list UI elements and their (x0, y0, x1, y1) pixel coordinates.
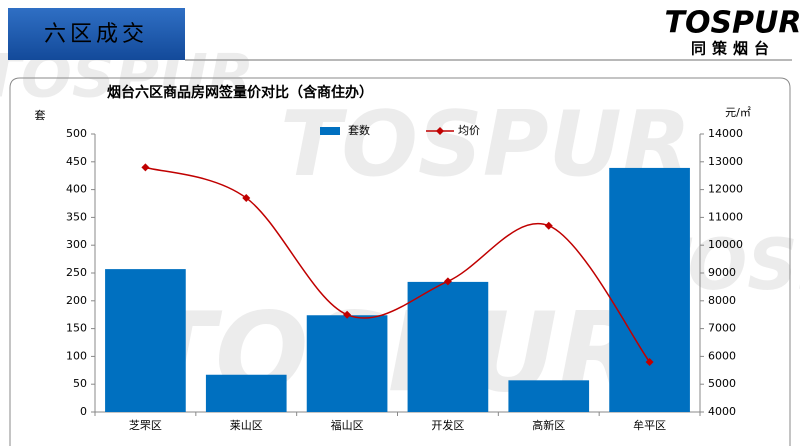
logo: TOSPUR (664, 6, 800, 41)
marker (141, 163, 150, 172)
y-tick-label: 50 (73, 377, 87, 390)
marker (343, 310, 352, 319)
bar (306, 315, 388, 412)
y-tick-label: 0 (80, 405, 87, 418)
legend-swatch (320, 127, 340, 135)
y-axis-label: 套 (35, 109, 46, 122)
x-tick-label: 福山区 (331, 418, 364, 432)
y-tick-label: 200 (66, 294, 87, 307)
y2-tick-label: 14000 (708, 127, 743, 140)
y-tick-label: 450 (66, 155, 87, 168)
y-tick-label: 150 (66, 322, 87, 335)
legend-label: 均价 (458, 124, 480, 137)
x-tick-label: 开发区 (431, 418, 464, 432)
y2-tick-label: 11000 (708, 210, 743, 223)
legend-marker (436, 127, 444, 135)
y-tick-label: 350 (66, 210, 87, 223)
marker (242, 193, 251, 202)
bar (205, 374, 287, 412)
y-tick-label: 100 (66, 349, 87, 362)
bar (609, 167, 690, 412)
chart-title: 烟台六区商品房网签量价对比（含商住办） (107, 84, 373, 101)
marker (544, 221, 553, 230)
logo-sub: 同策烟台 (691, 40, 775, 58)
header-title: 六区成交 (44, 22, 148, 47)
y2-tick-label: 10000 (708, 238, 743, 251)
y2-tick-label: 7000 (708, 322, 736, 335)
x-tick-label: 莱山区 (230, 419, 263, 432)
y2-tick-label: 13000 (708, 155, 743, 168)
y2-tick-label: 9000 (708, 266, 736, 279)
marker (443, 277, 452, 286)
bar (508, 380, 590, 412)
legend-label: 套数 (348, 124, 370, 137)
bar (407, 281, 489, 412)
y2-axis-label: 元/㎡ (725, 106, 751, 119)
y2-tick-label: 6000 (708, 349, 736, 362)
y-tick-label: 400 (66, 183, 87, 196)
y2-tick-label: 4000 (708, 405, 736, 418)
x-tick-label: 高新区 (532, 418, 565, 432)
x-tick-label: 芝罘区 (129, 419, 162, 432)
y-tick-label: 250 (66, 266, 87, 279)
x-tick-label: 牟平区 (633, 418, 666, 432)
chart-frame (9, 77, 791, 446)
bar (105, 269, 186, 412)
marker (645, 357, 654, 366)
header-box (8, 8, 185, 60)
y-tick-label: 500 (66, 127, 87, 140)
y2-tick-label: 5000 (708, 377, 736, 390)
y2-tick-label: 12000 (708, 183, 743, 196)
y2-tick-label: 8000 (708, 294, 736, 307)
y-tick-label: 300 (66, 238, 87, 251)
